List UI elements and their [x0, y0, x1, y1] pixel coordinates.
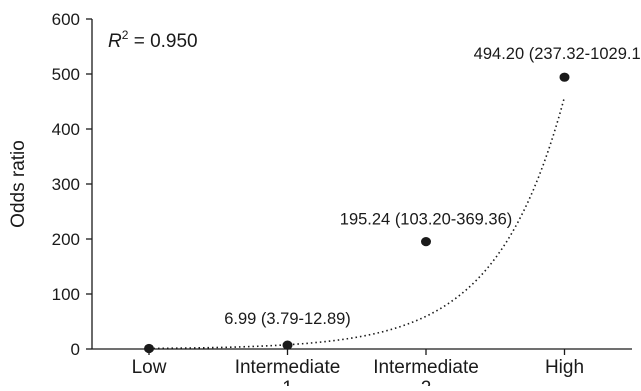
data-label: 494.20 (237.32-1029.13) — [474, 45, 641, 63]
r-squared-value: = 0.950 — [128, 31, 197, 52]
r-squared-annotation: R2 = 0.950 — [108, 28, 198, 52]
trendline — [148, 96, 566, 350]
y-tick-label: 600 — [52, 10, 80, 29]
data-point — [144, 343, 154, 354]
x-tick-label: Low — [132, 357, 167, 378]
data-point — [421, 237, 431, 247]
data-label: 6.99 (3.79-12.89) — [224, 310, 351, 328]
x-tick-label: High — [545, 357, 584, 378]
r-squared-exponent: 2 — [122, 28, 129, 42]
y-axis-ticks: 0 100 200 300 400 500 600 — [52, 10, 92, 359]
x-axis-ticks: Low Intermediate1 Intermediate2 High — [132, 349, 584, 391]
data-point — [282, 340, 293, 350]
r-squared-symbol: R — [108, 31, 122, 52]
y-tick-label: 0 — [71, 340, 80, 359]
data-points — [144, 72, 570, 354]
x-tick-label: Intermediate2 — [373, 357, 479, 386]
data-point — [559, 72, 570, 82]
y-tick-label: 200 — [52, 230, 80, 249]
y-tick-label: 400 — [52, 120, 80, 139]
y-tick-label: 100 — [52, 285, 80, 304]
x-tick-label: Intermediate1 — [235, 357, 341, 386]
y-tick-label: 500 — [52, 65, 80, 84]
y-axis-title: Odds ratio — [8, 140, 29, 228]
data-label: 195.24 (103.20-369.36) — [340, 211, 512, 229]
data-labels: 6.99 (3.79-12.89) 195.24 (103.20-369.36) 4… — [224, 45, 641, 328]
axes — [91, 19, 632, 350]
y-tick-label: 300 — [52, 175, 80, 194]
